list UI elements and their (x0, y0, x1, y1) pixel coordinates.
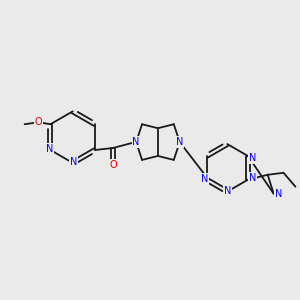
Text: O: O (35, 117, 42, 127)
Text: N: N (70, 157, 77, 167)
Text: N: N (249, 153, 256, 163)
Text: N: N (224, 186, 231, 196)
Text: N: N (201, 174, 208, 184)
Text: N: N (132, 137, 140, 147)
Text: N: N (176, 137, 183, 147)
Text: O: O (109, 160, 117, 170)
Text: N: N (249, 173, 256, 183)
Text: N: N (275, 189, 282, 199)
Text: N: N (46, 144, 53, 154)
